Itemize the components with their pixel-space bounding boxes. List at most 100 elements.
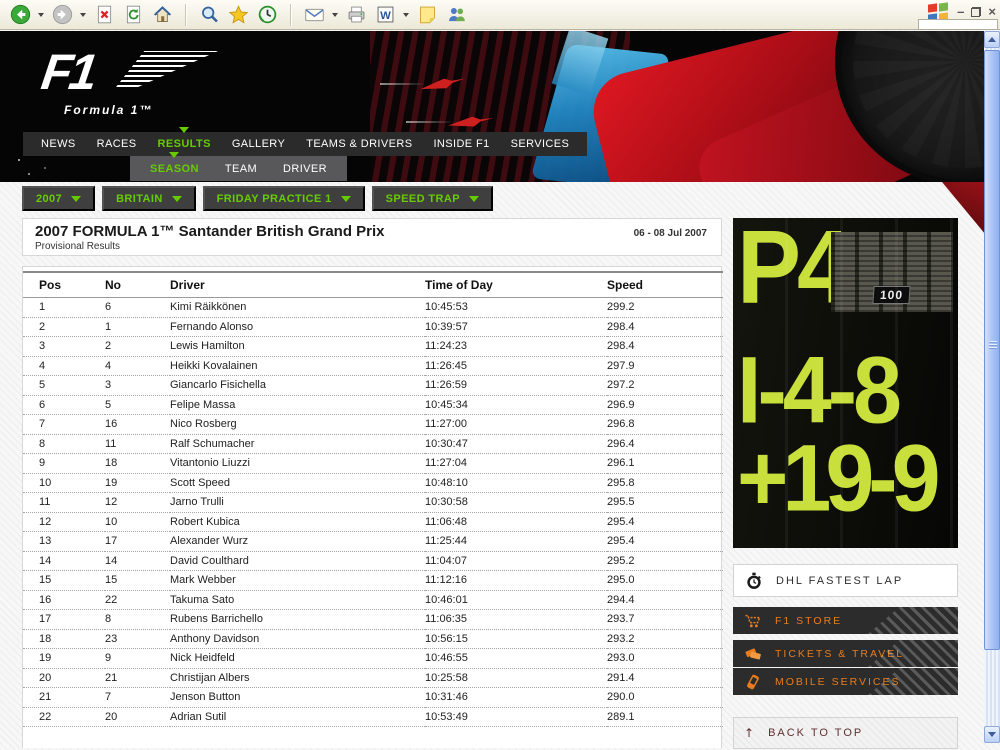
close-button[interactable]: × xyxy=(988,4,996,19)
f1-logo[interactable]: F1 Formula 1™ xyxy=(38,44,222,125)
nav-item-gallery[interactable]: GALLERY xyxy=(231,138,286,150)
cell-driver: Nico Rosberg xyxy=(170,414,425,435)
cell-time: 11:24:23 xyxy=(425,336,607,357)
cell-no: 22 xyxy=(105,590,170,610)
mobile-icon xyxy=(743,672,763,692)
filter-dropdown-britain[interactable]: BRITAIN xyxy=(102,186,196,211)
cell-pos: 22 xyxy=(23,707,105,727)
subnav-item-driver[interactable]: DRIVER xyxy=(283,162,327,175)
cell-pos: 13 xyxy=(23,531,105,552)
table-row: 9 18 Vitantonio Liuzzi 11:27:04 296.1 xyxy=(23,453,723,474)
nav-item-services[interactable]: SERVICES xyxy=(510,138,570,150)
cell-driver: Rubens Barrichello xyxy=(170,609,425,630)
cell-no: 14 xyxy=(105,551,170,571)
subnav-item-team[interactable]: TEAM xyxy=(224,162,258,175)
f1-store-button[interactable]: F1 STORE xyxy=(733,607,958,634)
cell-speed: 296.9 xyxy=(607,395,723,415)
cell-time: 10:31:46 xyxy=(425,687,607,708)
promo-label: F1 STORE xyxy=(775,614,843,627)
cart-icon xyxy=(743,611,763,631)
mobile-services-button[interactable]: MOBILE SERVICES xyxy=(733,668,958,695)
sub-nav: SEASON TEAM DRIVER xyxy=(130,156,347,181)
print-icon[interactable] xyxy=(344,3,368,27)
cell-speed: 297.2 xyxy=(607,375,723,396)
event-date: 06 - 08 Jul 2007 xyxy=(633,228,707,239)
dhl-fastest-lap-button[interactable]: DHL FASTEST LAP xyxy=(733,564,958,597)
mail-icon[interactable] xyxy=(302,3,326,27)
cell-no: 10 xyxy=(105,512,170,532)
cell-pos: 9 xyxy=(23,453,105,474)
cell-pos: 17 xyxy=(23,609,105,630)
word-edit-icon[interactable]: W xyxy=(373,3,397,27)
cell-driver: Ralf Schumacher xyxy=(170,434,425,454)
cell-speed: 293.0 xyxy=(607,648,723,669)
results-table: Pos No Driver Time of Day Speed 1 6 Kimi Räikk… xyxy=(23,271,723,727)
notes-icon[interactable] xyxy=(415,3,439,27)
filter-dropdown-speed-trap[interactable]: SPEED TRAP xyxy=(371,186,493,211)
nav-item-teams-drivers[interactable]: TEAMS & DRIVERS xyxy=(306,138,413,150)
nav-item-results[interactable]: RESULTS xyxy=(157,138,211,150)
scroll-down-button[interactable] xyxy=(984,726,1000,743)
cell-no: 2 xyxy=(105,336,170,357)
cell-no: 4 xyxy=(105,356,170,376)
cell-driver: Robert Kubica xyxy=(170,512,425,532)
home-icon[interactable] xyxy=(150,3,174,27)
tickets-travel-button[interactable]: TICKETS & TRAVEL xyxy=(733,640,958,667)
column-header-pos: Pos xyxy=(23,271,105,298)
filter-dropdown-2007[interactable]: 2007 xyxy=(22,186,96,211)
cell-speed: 295.4 xyxy=(607,512,723,532)
pitboard-gap: +19-9 xyxy=(737,424,941,531)
cell-no: 15 xyxy=(105,570,170,591)
nav-item-races[interactable]: RACES xyxy=(96,138,137,150)
stop-icon[interactable] xyxy=(92,3,116,27)
cell-driver: Felipe Massa xyxy=(170,395,425,415)
cell-no: 3 xyxy=(105,375,170,396)
chevron-down-icon xyxy=(340,195,351,202)
restore-button[interactable] xyxy=(971,7,982,17)
results-panel: Pos No Driver Time of Day Speed 1 6 Kimi Räikk… xyxy=(22,266,723,748)
cell-driver: Anthony Davidson xyxy=(170,629,425,649)
scrollbar-grip xyxy=(989,341,997,349)
cell-time: 10:25:58 xyxy=(425,668,607,688)
subnav-item-season[interactable]: SEASON xyxy=(150,162,199,175)
cell-time: 10:39:57 xyxy=(425,317,607,337)
refresh-icon[interactable] xyxy=(121,3,145,27)
cell-time: 10:46:01 xyxy=(425,590,607,610)
cell-pos: 14 xyxy=(23,551,105,571)
messenger-icon[interactable] xyxy=(444,3,468,27)
search-icon[interactable] xyxy=(197,3,221,27)
forward-dropdown[interactable] xyxy=(80,12,86,17)
word-edit-dropdown[interactable] xyxy=(403,12,409,17)
forward-icon[interactable] xyxy=(50,3,74,27)
mail-dropdown[interactable] xyxy=(332,12,338,17)
cell-driver: Giancarlo Fisichella xyxy=(170,375,425,396)
back-icon[interactable] xyxy=(8,3,32,27)
cell-no: 12 xyxy=(105,492,170,513)
cell-pos: 6 xyxy=(23,395,105,415)
table-row: 6 5 Felipe Massa 10:45:34 296.9 xyxy=(23,395,723,415)
table-row: 15 15 Mark Webber 11:12:16 295.0 xyxy=(23,570,723,591)
favorites-icon[interactable] xyxy=(226,3,250,27)
cell-time: 10:48:10 xyxy=(425,473,607,493)
table-row: 13 17 Alexander Wurz 11:25:44 295.4 xyxy=(23,531,723,552)
nav-item-news[interactable]: NEWS xyxy=(41,138,76,150)
cell-driver: David Coulthard xyxy=(170,551,425,571)
promo-label: TICKETS & TRAVEL xyxy=(775,647,905,660)
cell-time: 10:46:55 xyxy=(425,648,607,669)
minimize-button[interactable]: – xyxy=(957,4,965,19)
history-icon[interactable] xyxy=(255,3,279,27)
cell-driver: Kimi Räikkönen xyxy=(170,297,425,318)
scrollbar-thumb[interactable] xyxy=(984,50,1000,650)
scroll-up-button[interactable] xyxy=(984,31,1000,48)
filter-dropdown-friday-practice-1[interactable]: FRIDAY PRACTICE 1 xyxy=(202,186,365,211)
cell-time: 11:26:45 xyxy=(425,356,607,376)
back-to-top-button[interactable]: ↑ BACK TO TOP xyxy=(733,717,958,749)
nav-item-inside-f1[interactable]: INSIDE F1 xyxy=(433,138,490,150)
cell-speed: 297.9 xyxy=(607,356,723,376)
address-bar-stub xyxy=(918,19,998,30)
back-dropdown[interactable] xyxy=(38,12,44,17)
cell-time: 11:26:59 xyxy=(425,375,607,396)
cell-speed: 293.7 xyxy=(607,609,723,630)
table-row: 4 4 Heikki Kovalainen 11:26:45 297.9 xyxy=(23,356,723,376)
vertical-scrollbar[interactable] xyxy=(984,31,1000,743)
